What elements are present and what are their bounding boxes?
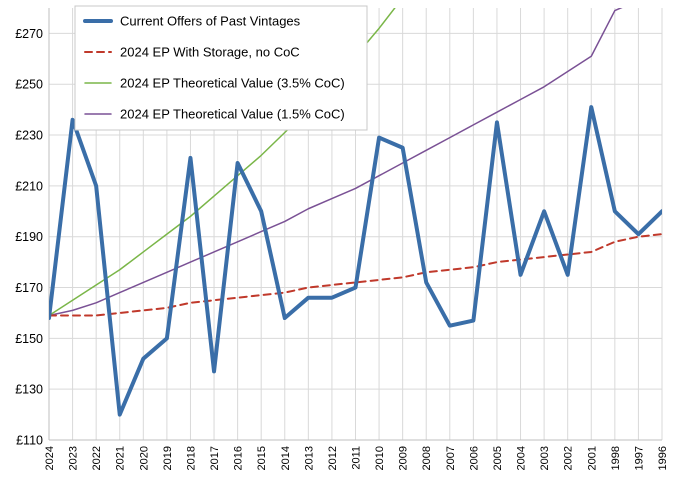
x-tick-label: 2019 — [162, 446, 174, 470]
legend-label-ep-storage: 2024 EP With Storage, no CoC — [120, 45, 300, 60]
x-tick-label: 2018 — [185, 446, 197, 470]
x-tick-label: 2010 — [374, 446, 386, 470]
y-tick-label: £210 — [15, 179, 43, 193]
x-tick-label: 2008 — [421, 446, 433, 470]
x-tick-label: 1998 — [610, 446, 622, 470]
x-tick-label: 2012 — [327, 446, 339, 470]
series-line-ep-15-coc — [49, 8, 623, 317]
y-tick-label: £190 — [15, 230, 43, 244]
x-tick-label: 2004 — [516, 446, 528, 470]
x-tick-label: 2015 — [256, 446, 268, 470]
x-tick-label: 2014 — [280, 446, 292, 470]
x-tick-label: 2009 — [398, 446, 410, 470]
x-tick-label: 2017 — [209, 446, 221, 470]
x-tick-label: 2003 — [539, 446, 551, 470]
x-tick-label: 2011 — [351, 446, 363, 470]
x-tick-label: 2022 — [91, 446, 103, 470]
y-tick-label: £250 — [15, 78, 43, 92]
y-tick-label: £270 — [15, 27, 43, 41]
y-tick-label: £130 — [15, 383, 43, 397]
axes: £110 £130 £150 £170 £190 £210 £230 £250 £270 2024… — [15, 8, 669, 470]
legend-label-ep-35-coc: 2024 EP Theoretical Value (3.5% CoC) — [120, 76, 345, 91]
y-tick-label: £230 — [15, 129, 43, 143]
legend-box — [74, 5, 368, 131]
x-tick-label: 2023 — [68, 446, 80, 470]
x-tick-label: 2001 — [586, 446, 598, 470]
x-tick-label: 2020 — [138, 446, 150, 470]
x-tick-label: 2007 — [445, 446, 457, 470]
x-tick-label: 2016 — [233, 446, 245, 470]
x-tick-label: 1996 — [657, 446, 669, 470]
legend-label-current-offers: Current Offers of Past Vintages — [120, 14, 301, 29]
x-tick-label: 2005 — [492, 446, 504, 470]
legend-label-ep-15-coc: 2024 EP Theoretical Value (1.5% CoC) — [120, 107, 345, 122]
x-tick-label: 2013 — [303, 446, 315, 470]
y-tick-label: £150 — [15, 332, 43, 346]
x-tick-label: 2002 — [563, 446, 575, 470]
y-tick-label: £170 — [15, 281, 43, 295]
y-tick-label: £110 — [16, 434, 43, 448]
series-lines — [49, 8, 662, 417]
x-tick-label: 2024 — [44, 446, 56, 470]
x-tick-label: 2021 — [115, 446, 127, 470]
x-tick-label: 2006 — [468, 446, 480, 470]
legend: Current Offers of Past Vintages 2024 EP W… — [74, 5, 368, 131]
series-line-current-offers — [49, 105, 662, 417]
x-tick-label: 1997 — [633, 446, 645, 470]
